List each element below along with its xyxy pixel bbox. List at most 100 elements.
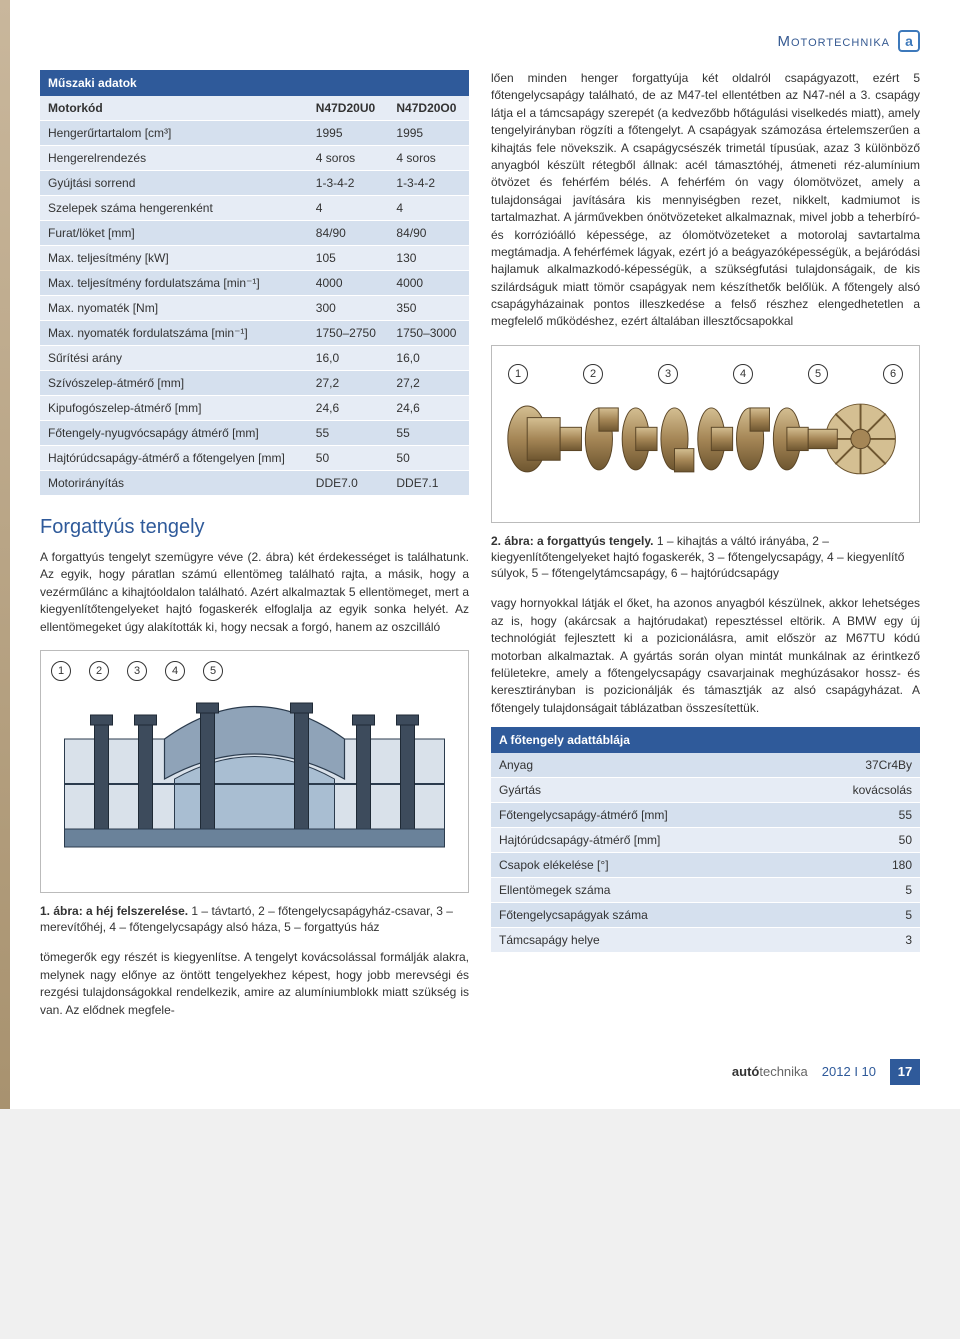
table-row: Furat/löket [mm]84/9084/90	[40, 221, 469, 246]
table-row: Támcsapágy helye3	[491, 928, 920, 953]
row-label: Kipufogószelep-átmérő [mm]	[40, 396, 308, 421]
figure-1-labels: 12345	[51, 661, 458, 681]
row-value: 4000	[308, 271, 389, 296]
body-paragraph: lően minden henger forgattyúja két oldal…	[491, 70, 920, 331]
row-value: 84/90	[308, 221, 389, 246]
row-value: 16,0	[388, 346, 469, 371]
two-column-layout: Műszaki adatok MotorkódN47D20U0N47D20O0H…	[40, 70, 920, 1029]
row-value: 180	[796, 853, 920, 878]
row-value: 37Cr4By	[796, 753, 920, 778]
row-value: 16,0	[308, 346, 389, 371]
figure-label-circle: 4	[733, 364, 753, 384]
body-paragraph: vagy hornyokkal látják el őket, ha azono…	[491, 595, 920, 717]
row-value: 1750–3000	[388, 321, 469, 346]
row-label: Hengerűrtartalom [cm³]	[40, 121, 308, 146]
page: Motortechnika a Műszaki adatok MotorkódN…	[0, 0, 960, 1109]
row-value: DDE7.0	[308, 471, 389, 496]
figure-2-caption-bold: 2. ábra: a forgattyús tengely.	[491, 534, 654, 548]
row-value: 55	[308, 421, 389, 446]
table-row: Szívószelep-átmérő [mm]27,227,2	[40, 371, 469, 396]
page-header: Motortechnika a	[40, 30, 920, 52]
row-value: 350	[388, 296, 469, 321]
figure-label-circle: 2	[89, 661, 109, 681]
row-label: Gyártás	[491, 778, 796, 803]
row-value: 50	[388, 446, 469, 471]
table-row: Max. teljesítmény fordulatszáma [min⁻¹]4…	[40, 271, 469, 296]
row-value: 1995	[388, 121, 469, 146]
category-label: Motortechnika	[778, 33, 891, 50]
figure-1-caption: 1. ábra: a héj felszerelése. 1 – távtart…	[40, 903, 469, 935]
row-value: 4 soros	[388, 146, 469, 171]
table-row: MotorkódN47D20U0N47D20O0	[40, 96, 469, 121]
table-row: Hajtórúdcsapágy-átmérő [mm]50	[491, 828, 920, 853]
left-edge-decoration	[0, 0, 10, 1109]
row-label: Hengerelrendezés	[40, 146, 308, 171]
row-value: 1-3-4-2	[388, 171, 469, 196]
right-column: lően minden henger forgattyúja két oldal…	[491, 70, 920, 1029]
table-row: Anyag37Cr4By	[491, 753, 920, 778]
row-value: kovácsolás	[796, 778, 920, 803]
row-value: 50	[308, 446, 389, 471]
row-value: 24,6	[308, 396, 389, 421]
table-row: Max. teljesítmény [kW]105130	[40, 246, 469, 271]
crankshaft-spec-table: A főtengely adattáblája Anyag37Cr4ByGyár…	[491, 727, 920, 953]
row-value: 4	[388, 196, 469, 221]
row-value: 24,6	[388, 396, 469, 421]
table-row: Kipufogószelep-átmérő [mm]24,624,6	[40, 396, 469, 421]
figure-label-circle: 6	[883, 364, 903, 384]
row-value: N47D20O0	[388, 96, 469, 121]
figure-1-caption-bold: 1. ábra: a héj felszerelése.	[40, 904, 188, 918]
magazine-name: autótechnika	[732, 1064, 808, 1079]
row-label: Támcsapágy helye	[491, 928, 796, 953]
row-label: Max. teljesítmény [kW]	[40, 246, 308, 271]
row-label: Hajtórúdcsapágy-átmérő [mm]	[491, 828, 796, 853]
row-label: Szívószelep-átmérő [mm]	[40, 371, 308, 396]
table-row: Ellentömegek száma5	[491, 878, 920, 903]
row-label: Motorkód	[40, 96, 308, 121]
row-value: 4	[308, 196, 389, 221]
row-value: 300	[308, 296, 389, 321]
row-label: Furat/löket [mm]	[40, 221, 308, 246]
row-value: 55	[388, 421, 469, 446]
row-label: Főtengely-nyugvócsapágy átmérő [mm]	[40, 421, 308, 446]
figure-2: 1 2 3 4 5 6	[491, 345, 920, 523]
row-value: 4000	[388, 271, 469, 296]
table-row: Szelepek száma hengerenként44	[40, 196, 469, 221]
row-label: Max. nyomaték [Nm]	[40, 296, 308, 321]
figure-label-circle: 4	[165, 661, 185, 681]
row-value: N47D20U0	[308, 96, 389, 121]
row-value: 105	[308, 246, 389, 271]
row-value: 4 soros	[308, 146, 389, 171]
figure-2-drawing	[502, 362, 909, 512]
row-value: 1-3-4-2	[308, 171, 389, 196]
row-value: 5	[796, 878, 920, 903]
row-label: Sűrítési arány	[40, 346, 308, 371]
row-value: 27,2	[388, 371, 469, 396]
figure-label-circle: 5	[203, 661, 223, 681]
row-value: 50	[796, 828, 920, 853]
row-value: 3	[796, 928, 920, 953]
figure-label-circle: 2	[583, 364, 603, 384]
figure-2-caption: 2. ábra: a forgattyús tengely. 1 – kihaj…	[491, 533, 920, 582]
table-row: Gyártáskovácsolás	[491, 778, 920, 803]
left-column: Műszaki adatok MotorkódN47D20U0N47D20O0H…	[40, 70, 469, 1029]
section-heading: Forgattyús tengely	[40, 516, 469, 539]
row-value: DDE7.1	[388, 471, 469, 496]
row-label: Főtengelycsapágy-átmérő [mm]	[491, 803, 796, 828]
figure-label-circle: 3	[658, 364, 678, 384]
row-label: Csapok elékelése [°]	[491, 853, 796, 878]
table-row: Hengerűrtartalom [cm³]19951995	[40, 121, 469, 146]
brand-logo-icon: a	[898, 30, 920, 52]
row-label: Gyújtási sorrend	[40, 171, 308, 196]
figure-label-circle: 1	[508, 364, 528, 384]
spec-table-title: Műszaki adatok	[40, 70, 469, 96]
row-value: 55	[796, 803, 920, 828]
row-label: Anyag	[491, 753, 796, 778]
table-row: Hengerelrendezés4 soros4 soros	[40, 146, 469, 171]
row-value: 84/90	[388, 221, 469, 246]
figure-label-circle: 5	[808, 364, 828, 384]
row-value: 130	[388, 246, 469, 271]
table-row: Sűrítési arány16,016,0	[40, 346, 469, 371]
figure-label-circle: 1	[51, 661, 71, 681]
issue-label: 2012 I 10	[822, 1064, 876, 1079]
